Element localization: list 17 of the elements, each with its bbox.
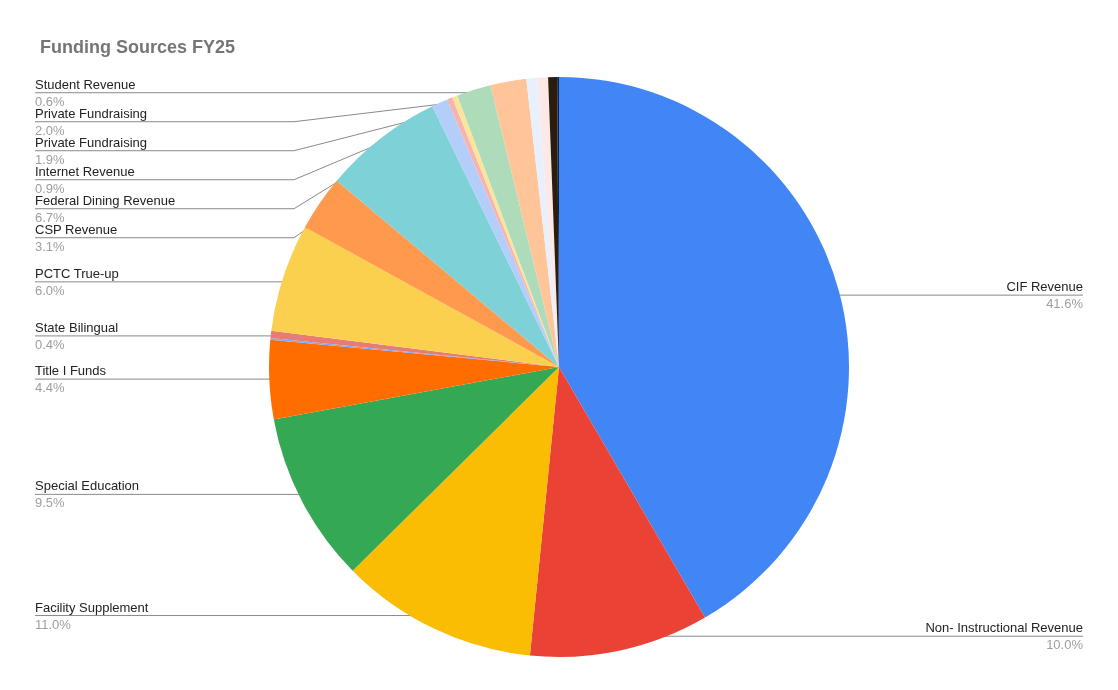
data-label: 4.4% <box>35 380 66 396</box>
slice-label: Student Revenue <box>35 76 136 92</box>
data-label: 11.0% <box>35 616 72 632</box>
data-label: 10.0% <box>1046 637 1084 653</box>
slice-label: Special Education <box>35 478 140 494</box>
chart-title: Funding Sources FY25 <box>40 37 236 57</box>
data-label: 9.5% <box>35 495 66 511</box>
data-label: 3.1% <box>35 238 66 254</box>
data-label: 41.6% <box>1046 296 1084 312</box>
data-label: 0.4% <box>35 336 66 352</box>
slice-label: Title I Funds <box>35 363 107 379</box>
slice-label: PCTC True-up <box>35 265 119 281</box>
slice-label: CIF Revenue <box>1006 279 1083 295</box>
slice-label: State Bilingual <box>35 319 119 335</box>
slice-label: Facility Supplement <box>35 599 149 615</box>
slice-label: Non- Instructional Revenue <box>925 620 1083 636</box>
data-label: 6.0% <box>35 282 66 298</box>
